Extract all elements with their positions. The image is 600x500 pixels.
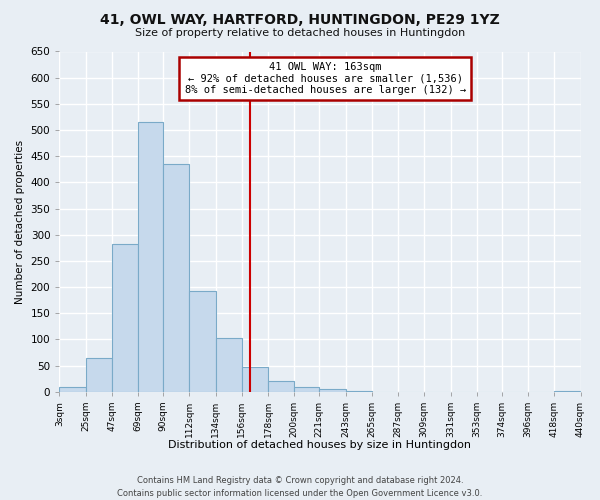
Text: Contains HM Land Registry data © Crown copyright and database right 2024.
Contai: Contains HM Land Registry data © Crown c… — [118, 476, 482, 498]
Y-axis label: Number of detached properties: Number of detached properties — [15, 140, 25, 304]
Bar — [190, 292, 215, 392]
Bar — [138, 122, 163, 392]
Bar — [242, 367, 268, 392]
Bar — [346, 391, 372, 392]
X-axis label: Distribution of detached houses by size in Huntingdon: Distribution of detached houses by size … — [169, 440, 472, 450]
Text: 41, OWL WAY, HARTFORD, HUNTINGDON, PE29 1YZ: 41, OWL WAY, HARTFORD, HUNTINGDON, PE29 … — [100, 12, 500, 26]
Bar — [319, 389, 346, 392]
Bar — [554, 391, 580, 392]
Bar — [112, 244, 138, 392]
Bar — [86, 358, 112, 392]
Bar — [268, 382, 294, 392]
Text: Size of property relative to detached houses in Huntingdon: Size of property relative to detached ho… — [135, 28, 465, 38]
Bar — [215, 338, 242, 392]
Bar — [294, 386, 319, 392]
Bar — [59, 386, 86, 392]
Text: 41 OWL WAY: 163sqm
← 92% of detached houses are smaller (1,536)
8% of semi-detac: 41 OWL WAY: 163sqm ← 92% of detached hou… — [185, 62, 466, 95]
Bar — [163, 164, 190, 392]
